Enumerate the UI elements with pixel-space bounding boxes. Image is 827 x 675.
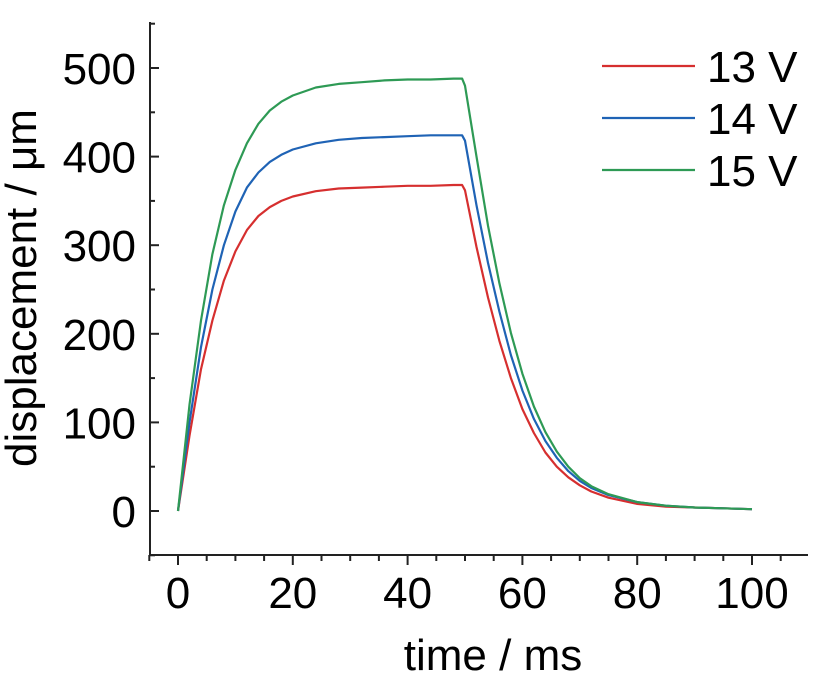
series-line-14v	[176, 134, 753, 512]
x-tick-label: 40	[383, 569, 432, 618]
x-tick-label: 60	[498, 569, 547, 618]
y-tick-labels: 0 100 200 300 400 500	[63, 45, 136, 537]
legend-label: 14 V	[707, 95, 798, 144]
y-tick-label: 300	[63, 222, 136, 271]
y-tick-label: 400	[63, 134, 136, 183]
series-line-15v	[176, 77, 753, 512]
series-line-13v	[176, 183, 753, 512]
y-axis-label: displacement / μm	[0, 109, 46, 467]
series-group	[176, 77, 753, 512]
y-tick-label: 0	[112, 488, 136, 537]
y-ticks	[150, 22, 159, 557]
x-tick-label: 80	[613, 569, 662, 618]
x-tick-label: 20	[268, 569, 317, 618]
x-axis-label: time / ms	[404, 631, 582, 675]
y-tick-label: 200	[63, 311, 136, 360]
y-tick-label: 500	[63, 45, 136, 94]
x-tick-labels: 0 20 40 60 80 100	[166, 569, 789, 618]
x-tick-label: 100	[715, 569, 788, 618]
x-ticks	[148, 555, 782, 565]
x-tick-label: 0	[166, 569, 190, 618]
y-tick-label: 100	[63, 399, 136, 448]
legend-label: 13 V	[707, 43, 798, 92]
legend: 13 V14 V15 V	[602, 43, 798, 196]
legend-label: 15 V	[707, 147, 798, 196]
